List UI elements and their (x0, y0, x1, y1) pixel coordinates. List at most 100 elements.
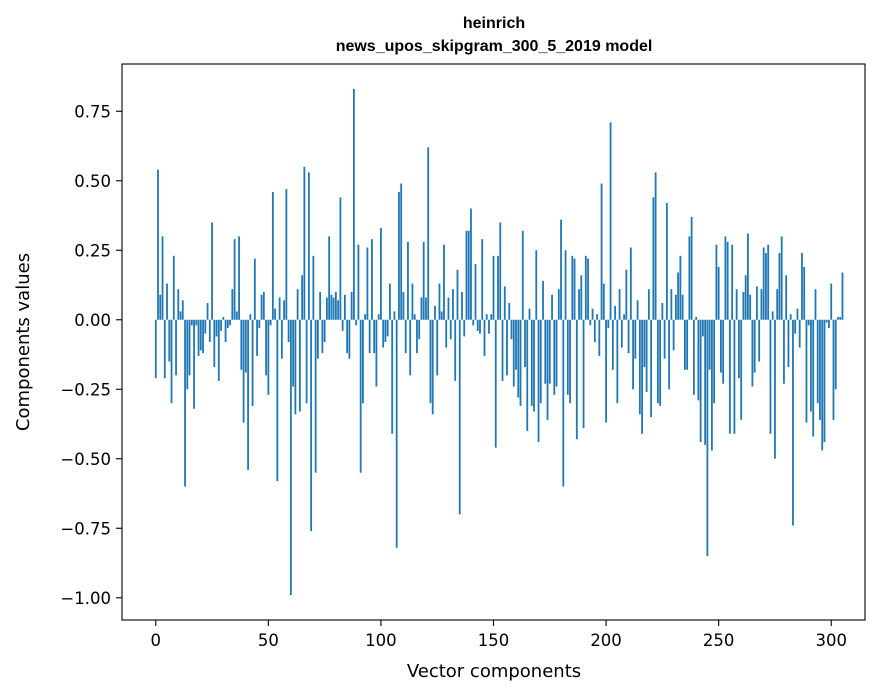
bar-258 (735, 289, 738, 320)
bar-162 (519, 319, 522, 406)
bar-134 (456, 269, 459, 320)
bar-207 (620, 319, 623, 348)
bar-243 (701, 319, 704, 337)
bar-110 (402, 291, 405, 320)
bar-40 (244, 319, 247, 373)
bar-228 (668, 319, 671, 390)
bar-4 (163, 319, 166, 379)
bar-240 (695, 316, 698, 320)
bar-272 (767, 244, 770, 320)
bar-59 (287, 319, 290, 342)
bar-286 (798, 319, 801, 348)
bar-43 (251, 319, 254, 406)
bar-85 (346, 319, 349, 354)
bar-148 (488, 319, 490, 334)
bar-279 (783, 319, 785, 384)
bar-77 (328, 236, 331, 320)
bar-270 (762, 247, 765, 320)
bar-147 (485, 314, 488, 320)
bar-180 (560, 219, 562, 320)
bar-75 (323, 319, 326, 342)
bar-245 (706, 319, 709, 557)
bar-300 (830, 283, 833, 320)
bar-267 (756, 286, 758, 320)
bar-178 (555, 319, 558, 387)
bar-238 (690, 216, 693, 320)
bar-208 (623, 314, 625, 320)
bar-94 (366, 247, 369, 320)
bar-22 (204, 319, 207, 334)
bar-109 (400, 183, 403, 320)
bar-7 (170, 319, 173, 404)
bar-223 (656, 319, 659, 404)
bar-276 (776, 289, 779, 320)
bar-305 (841, 272, 844, 320)
bar-281 (787, 319, 790, 368)
y-axis-label: Components values (13, 253, 34, 431)
bar-28 (217, 319, 220, 381)
bar-19 (197, 319, 200, 356)
bar-62 (294, 319, 297, 415)
x-tick-label: 50 (258, 631, 279, 650)
bar-52 (271, 191, 274, 320)
bar-15 (188, 319, 191, 376)
x-tick-label: 0 (151, 631, 162, 650)
bar-90 (357, 244, 360, 320)
bar-68 (307, 172, 310, 320)
bar-82 (339, 197, 342, 320)
bar-214 (636, 300, 639, 320)
bar-54 (276, 319, 279, 481)
bar-150 (492, 255, 495, 320)
bar-88 (353, 89, 355, 320)
chart-subtitle: news_upos_skipgram_300_5_2019 model (336, 38, 653, 55)
bar-295 (819, 319, 821, 420)
bar-248 (713, 319, 716, 404)
bar-247 (711, 319, 713, 451)
bar-140 (470, 208, 472, 320)
bar-117 (418, 319, 421, 340)
bar-175 (548, 319, 551, 384)
bar-26 (213, 319, 216, 368)
bar-92 (362, 319, 364, 404)
bar-172 (542, 280, 544, 320)
bar-234 (681, 294, 684, 320)
bar-122 (429, 319, 432, 404)
bar-284 (794, 319, 797, 334)
bar-38 (240, 319, 243, 370)
x-tick-label: 100 (365, 631, 397, 650)
bar-46 (258, 319, 261, 329)
bar-25 (211, 222, 213, 320)
bar-215 (638, 319, 641, 415)
bar-74 (321, 319, 324, 354)
bar-227 (665, 203, 668, 320)
bar-260 (740, 319, 743, 420)
bar-280 (785, 275, 788, 320)
bar-56 (280, 319, 283, 359)
bar-61 (292, 319, 295, 387)
bar-93 (364, 314, 367, 320)
bar-264 (749, 294, 752, 320)
x-tick-label: 200 (590, 631, 622, 650)
bar-282 (789, 314, 792, 320)
bar-124 (434, 305, 436, 320)
bar-213 (634, 319, 637, 359)
bar-290 (807, 319, 810, 326)
bar-261 (742, 291, 745, 320)
bar-51 (269, 319, 272, 326)
bar-50 (267, 319, 270, 395)
bar-121 (427, 147, 430, 320)
bar-257 (733, 319, 736, 434)
bar-193 (589, 319, 592, 326)
bar-184 (569, 319, 571, 404)
bar-171 (539, 319, 542, 404)
x-axis-label: Vector components (407, 661, 581, 682)
bar-167 (530, 319, 533, 406)
bar-283 (792, 319, 794, 526)
x-axis-ticks: 0 50 100 150 200 250 300 (151, 620, 847, 650)
bar-141 (472, 319, 475, 326)
y-tick-label: −1.00 (60, 589, 111, 608)
bar-21 (202, 319, 204, 354)
bar-32 (226, 319, 229, 329)
bar-91 (359, 319, 362, 473)
bar-137 (463, 319, 466, 337)
